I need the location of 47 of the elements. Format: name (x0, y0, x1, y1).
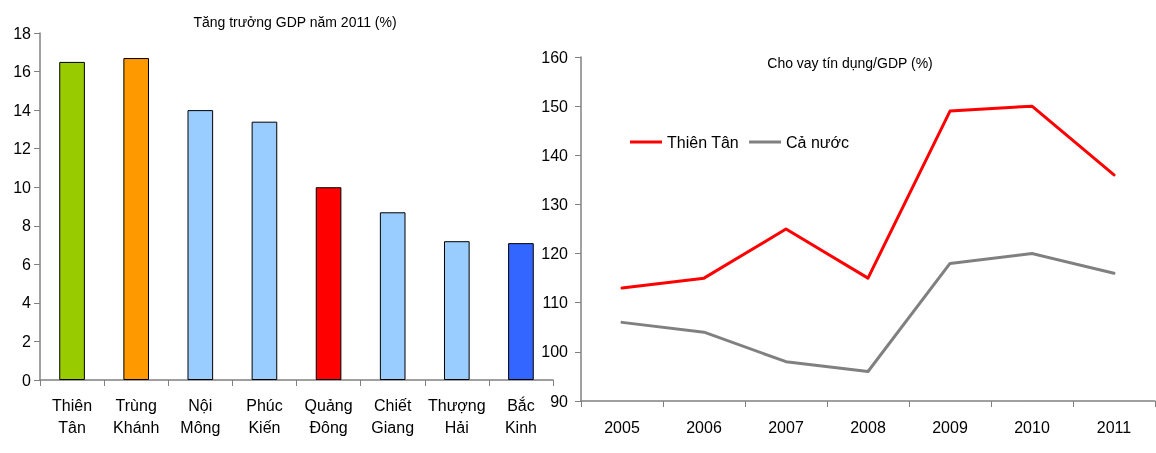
bar (315, 187, 342, 380)
chart-title: Tăng trưởng GDP năm 2011 (%) (193, 14, 397, 30)
y-tick-label: 10 (13, 178, 32, 196)
x-tick-label: 2005 (604, 418, 640, 436)
x-tick-label: Bắc Kinh (504, 395, 537, 436)
x-tick-label: 2008 (850, 418, 886, 436)
y-tick-label: 16 (13, 63, 32, 81)
y-tick-label: 120 (541, 245, 569, 263)
x-tick-label: Quảng Đông (304, 396, 353, 436)
y-tick-label: 12 (13, 140, 32, 158)
x-tick-label: Thượng Hải (427, 396, 486, 436)
y-tick-label: 4 (22, 294, 32, 312)
bar (187, 110, 214, 380)
y-tick-label: 0 (22, 371, 32, 389)
y-tick-label: 6 (22, 255, 32, 273)
x-tick-label: 2009 (932, 418, 968, 436)
y-tick-label: 14 (13, 101, 32, 119)
line-series (620, 104, 1116, 290)
y-tick-label: 90 (550, 392, 569, 410)
x-tick-label: Trùng Khánh (113, 396, 160, 436)
bar (508, 243, 534, 380)
line-series (620, 252, 1116, 374)
x-tick-label: 2010 (1014, 418, 1050, 436)
x-tick-label: Thiên Tân (52, 396, 93, 436)
bar (379, 212, 406, 380)
y-tick-label: 140 (541, 146, 569, 164)
x-tick-label: 2006 (686, 418, 722, 436)
bar (443, 241, 470, 380)
y-tick-label: 160 (541, 48, 569, 66)
y-tick-label: 18 (13, 24, 32, 42)
x-tick-label: 2007 (768, 418, 804, 436)
bar (59, 61, 85, 380)
x-tick-label: 2011 (1096, 418, 1132, 436)
y-tick-label: 2 (22, 332, 32, 350)
x-tick-label: Chiết Giang (371, 396, 415, 436)
x-tick-label: Phúc Kiến (246, 396, 283, 436)
y-tick-label: 110 (542, 294, 569, 312)
bar (123, 58, 150, 380)
legend-label: Thiên Tân (667, 133, 739, 151)
bar (251, 121, 278, 380)
y-tick-label: 150 (541, 97, 569, 115)
chart-title: Cho vay tín dụng/GDP (%) (767, 55, 933, 71)
y-tick-label: 8 (22, 217, 32, 235)
x-tick-label: Nội Mông (180, 396, 221, 436)
y-tick-label: 100 (541, 343, 569, 361)
y-tick-label: 130 (541, 195, 569, 213)
legend-label: Cả nước (786, 133, 850, 151)
